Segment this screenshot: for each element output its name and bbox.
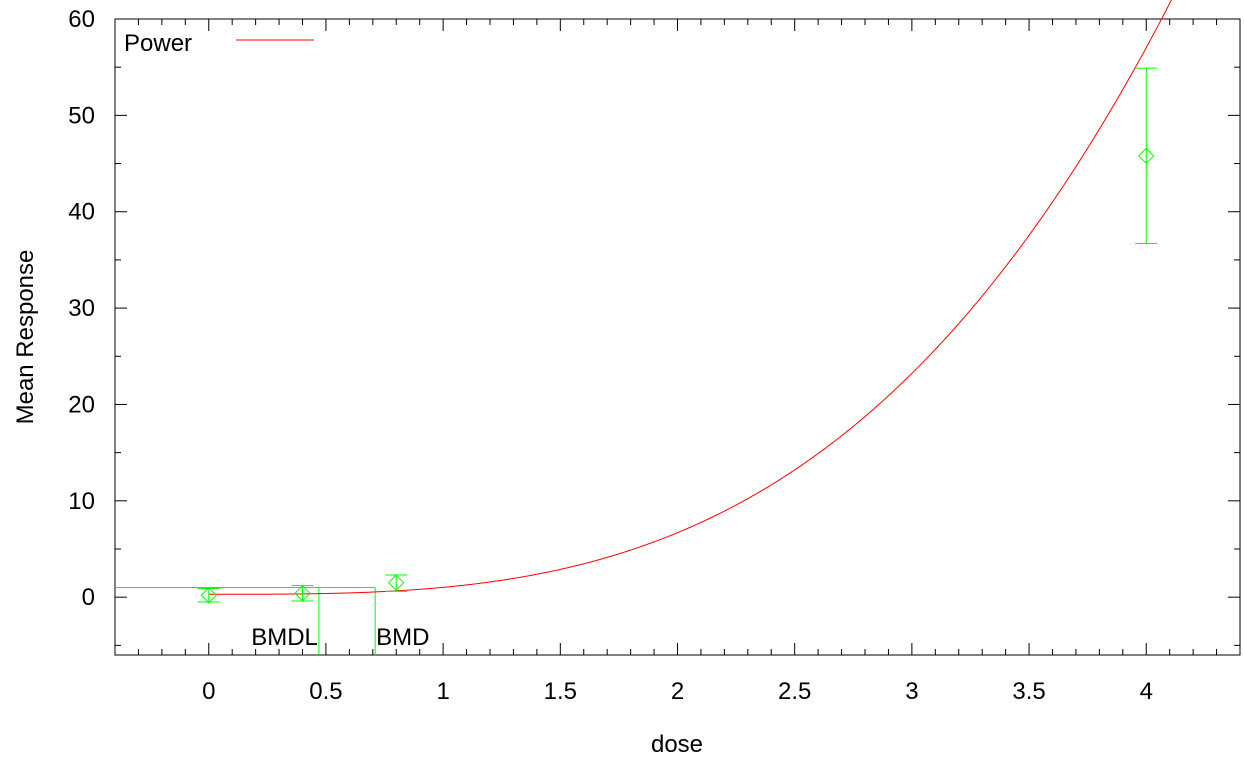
x-tick-label: 1.5 [544,678,577,705]
data-point [294,585,311,602]
legend: Power [124,30,314,57]
legend-label-power: Power [124,30,192,57]
y-tick-label: 10 [68,488,95,515]
y-tick-label: 40 [68,199,95,226]
x-tick-label: 4 [1140,678,1153,705]
x-axis-label: dose [651,731,703,758]
x-tick-label: 3.5 [1012,678,1045,705]
power-curve-group [208,0,1172,595]
axis-ticks [114,18,1241,655]
data-point [1138,147,1155,165]
data-point [388,574,405,591]
x-tick-label: 2.5 [778,678,811,705]
bmdl-label: BMDL [251,624,318,651]
y-tick-label: 50 [68,102,95,129]
x-tick-label: 3 [905,678,918,705]
y-tick-label: 20 [68,391,95,418]
plot-area [114,18,1241,656]
y-axis-label: Mean Response [12,250,39,425]
x-tick-label: 2 [671,678,684,705]
bmd-label: BMD [376,624,429,651]
x-tick-label: 0 [202,678,215,705]
y-tick-label: 60 [68,6,95,33]
benchmark-lines: BMDL BMD [115,587,430,655]
x-tick-label: 0.5 [309,678,342,705]
data-point [200,587,217,604]
x-tick-label: 1 [436,678,449,705]
data-points-group [197,67,1158,604]
y-tick-label: 0 [82,584,95,611]
y-tick-label: 30 [68,295,95,322]
power-curve [208,0,1172,595]
